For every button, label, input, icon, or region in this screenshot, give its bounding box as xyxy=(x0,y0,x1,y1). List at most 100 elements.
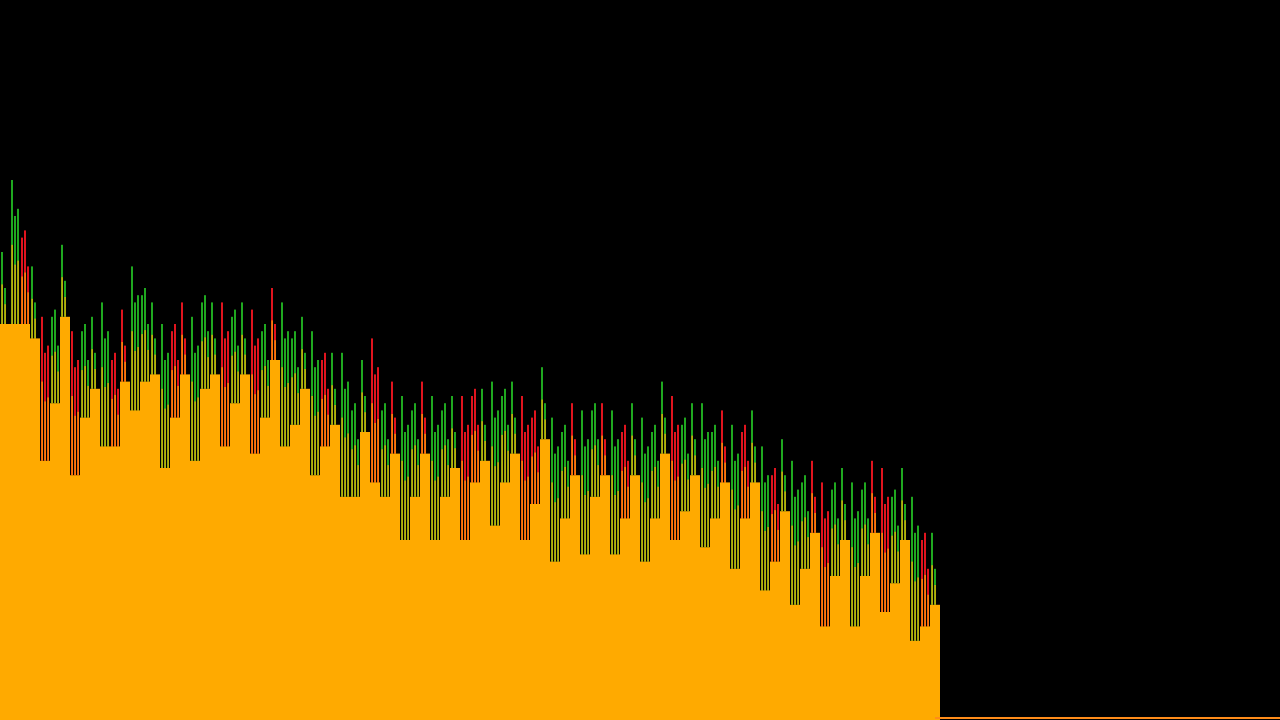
bar-spike-core xyxy=(91,349,93,389)
bar-spike-core xyxy=(234,351,236,404)
bar-body xyxy=(540,439,550,720)
bar-spike-core xyxy=(451,428,453,468)
bar-spike-core xyxy=(264,366,266,418)
bar-spike-core xyxy=(807,537,809,569)
bar-body xyxy=(240,374,250,720)
bar-spike-core xyxy=(261,370,263,418)
bar-spike-core xyxy=(84,366,86,418)
bar-spike-core xyxy=(194,401,196,461)
bar-body xyxy=(210,374,220,720)
bar-spike-core xyxy=(574,455,576,476)
bar-spike-core xyxy=(317,411,319,476)
bar-spike-core xyxy=(714,466,716,519)
bar-spike-core xyxy=(511,414,513,454)
bar-spike-core xyxy=(227,383,229,447)
bar-spike-core xyxy=(707,483,709,548)
bar-spike-core xyxy=(744,466,746,519)
bar-body xyxy=(570,475,580,720)
bar-body xyxy=(900,540,910,720)
bar-spike-core xyxy=(177,385,179,418)
bar-body xyxy=(150,374,160,720)
bar-spike-core xyxy=(544,419,546,440)
bar-spike-core xyxy=(391,414,393,454)
bar-spike-core xyxy=(761,511,763,591)
bar-spike-core xyxy=(827,563,829,627)
bar-spike-core xyxy=(781,471,783,512)
bar-spike-core xyxy=(14,264,16,324)
bar-body xyxy=(290,424,300,720)
bar-body xyxy=(510,453,520,720)
bar-spike-core xyxy=(701,468,703,548)
bar-body xyxy=(300,388,310,720)
bar-body xyxy=(430,540,440,720)
bar-spike-core xyxy=(561,470,563,519)
bar-spike-core xyxy=(654,466,656,519)
bar-spike-core xyxy=(871,493,873,533)
bar-body xyxy=(330,424,340,720)
bar-spike-core xyxy=(257,390,259,454)
bar-spike-core xyxy=(291,377,293,425)
bar-spike-core xyxy=(717,486,719,519)
bar-spike-core xyxy=(631,435,633,476)
bar-spike-core xyxy=(304,369,306,389)
bar-spike-core xyxy=(274,340,276,360)
bar-spike-core xyxy=(344,437,346,497)
bar-spike-core xyxy=(71,396,73,476)
bar-spike-core xyxy=(54,351,56,404)
bar-spike-core xyxy=(357,465,359,497)
bar-body xyxy=(730,568,740,720)
bar-spike-core xyxy=(594,445,596,497)
bar-body xyxy=(0,324,10,720)
bar-body xyxy=(500,482,510,720)
bar-spike-core xyxy=(811,493,813,533)
bar-body xyxy=(820,626,830,720)
bar-spike-core xyxy=(931,565,933,605)
bar-spike-core xyxy=(284,387,286,447)
bar-body xyxy=(590,496,600,720)
bar-spike-core xyxy=(434,480,436,540)
bar-body xyxy=(220,446,230,720)
bar-body xyxy=(360,432,370,720)
bar-body xyxy=(810,532,820,720)
bar-body xyxy=(90,388,100,720)
bar-spike-core xyxy=(311,396,313,476)
bar-spike-core xyxy=(107,383,109,447)
bar-spike-core xyxy=(401,460,403,540)
bar-body xyxy=(530,504,540,720)
bar-spike-core xyxy=(174,366,176,418)
bar-body xyxy=(170,417,180,720)
bar-spike-core xyxy=(681,463,683,512)
bar-spike-core xyxy=(531,456,533,504)
bar-spike-core xyxy=(141,334,143,382)
bar-spike-core xyxy=(721,442,723,483)
bar-body xyxy=(880,612,890,720)
bar-spike-core xyxy=(884,552,886,612)
bar-spike-core xyxy=(334,405,336,425)
bar-spike-core xyxy=(381,449,383,497)
bar-spike-core xyxy=(777,529,779,562)
bar-spike-core xyxy=(914,581,916,641)
bar-spike-core xyxy=(567,486,569,519)
bar-spike-core xyxy=(711,470,713,519)
bar-spike-core xyxy=(331,385,333,425)
bar-spike-core xyxy=(917,577,919,641)
bar-spike-core xyxy=(731,489,733,569)
bar-spike-core xyxy=(754,462,756,483)
bar-spike-core xyxy=(117,414,119,447)
bar-body xyxy=(200,388,210,720)
bar-spike-core xyxy=(111,398,113,447)
bar-spike-core xyxy=(204,337,206,389)
bar-spike-core xyxy=(537,472,539,504)
bar-spike-core xyxy=(94,369,96,389)
bar-spike-core xyxy=(471,434,473,483)
bar-spike-core xyxy=(51,355,53,404)
bars-group xyxy=(0,180,940,720)
bar-spike-core xyxy=(21,276,23,324)
bar-spike-core xyxy=(867,544,869,576)
bar-spike-core xyxy=(47,397,49,461)
bar-body xyxy=(280,446,290,720)
bar-body xyxy=(700,547,710,720)
bar-spike-core xyxy=(581,475,583,555)
bar-spike-core xyxy=(171,370,173,418)
bar-spike-core xyxy=(651,470,653,519)
